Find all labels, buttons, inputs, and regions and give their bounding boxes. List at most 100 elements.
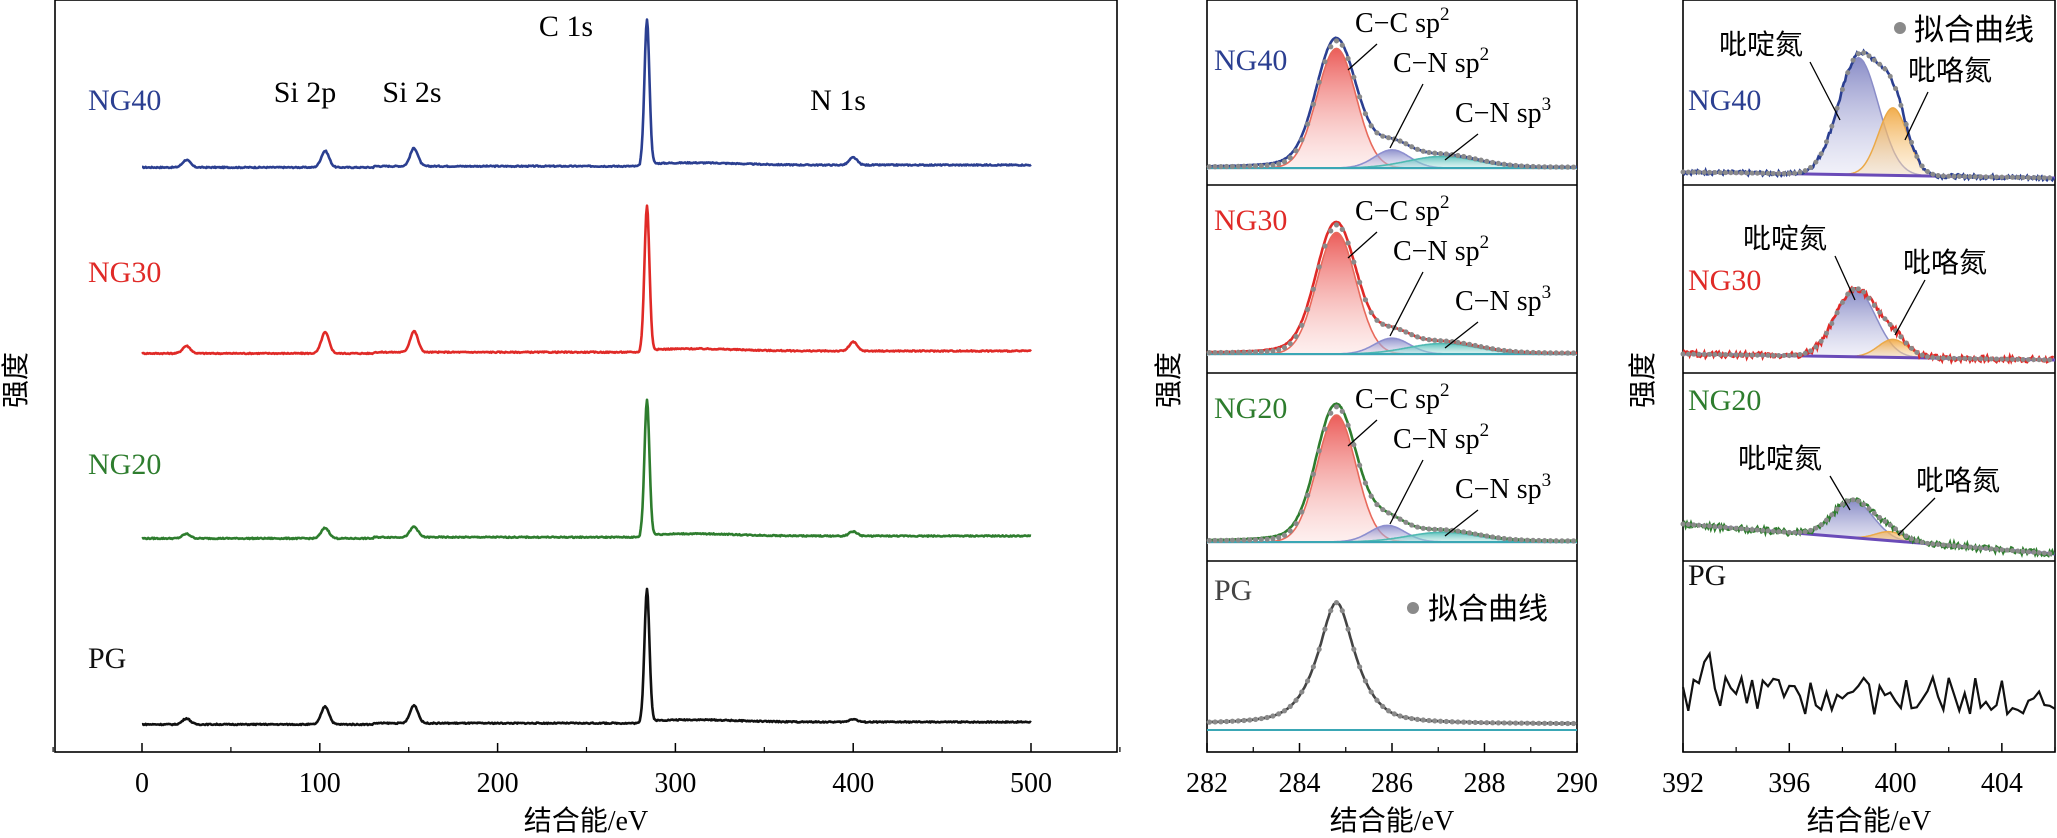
n1s-fit-point: [1962, 174, 1968, 180]
c1s-fit-point: [1339, 226, 1345, 232]
n1s-fit-point: [1983, 545, 1989, 551]
n1s-fit-point: [1786, 352, 1792, 358]
n1s-fit-point: [1866, 506, 1872, 512]
c1s-fit-point: [1293, 333, 1299, 340]
c1s-fit-point: [1328, 44, 1334, 50]
n1s-fit-point: [1701, 351, 1707, 357]
n1s-fit-point: [1834, 506, 1840, 512]
n1s-fit-point: [1728, 170, 1734, 176]
n1s-fit-point: [1680, 521, 1686, 527]
c1s-fit-point: [1455, 339, 1461, 346]
n1s-fit-point: [1887, 522, 1893, 528]
c1s-fit-point: [1304, 678, 1311, 684]
c1s-fit-point: [1484, 720, 1490, 726]
c1s-fit-point: [1264, 348, 1270, 355]
c1s-fit-point: [1357, 94, 1363, 100]
c1s-fit-point: [1466, 530, 1473, 536]
c1s-fit-point: [1247, 349, 1253, 355]
n1s-component-label: 吡咯氮: [1903, 247, 1987, 279]
c1s-fit-point: [1426, 149, 1432, 156]
n1s-fit-point: [1691, 351, 1697, 357]
n1s-fit-point: [1744, 352, 1750, 358]
n1s-fit-point: [1744, 170, 1750, 176]
n1s-fit-point: [2004, 356, 2010, 362]
n1s-tick-label: 392: [1662, 768, 1704, 799]
n1s-fit-point: [1956, 173, 1962, 179]
c1s-fit-point: [1472, 719, 1478, 726]
c1s-fit-point: [1270, 348, 1276, 354]
c1s-component-fill: [1207, 149, 1577, 170]
c1s-fit-point: [1339, 42, 1345, 48]
n1s-fit-point: [1760, 352, 1766, 358]
n1s-fit-point: [1871, 57, 1877, 63]
n1s-fit-point: [1946, 542, 1952, 548]
c1s-fit-point: [1489, 159, 1496, 166]
c1s-fit-point: [1501, 535, 1507, 542]
c1s-leader-line: [1389, 83, 1424, 149]
c1s-fit-point: [1507, 536, 1513, 542]
c1s-fit-point: [1351, 646, 1357, 652]
c1s-fit-point: [1362, 678, 1369, 684]
n1s-fit-point: [1887, 73, 1893, 79]
n1s-fit-point: [1723, 524, 1729, 530]
c1s-leader-line: [1389, 459, 1424, 525]
c1s-fit-point: [1420, 525, 1426, 531]
c1s-fit-point: [1455, 528, 1461, 534]
c1s-fit-point: [1299, 689, 1305, 695]
survey-series-labels: NG40 NG30 NG20 PG: [88, 84, 161, 675]
c1s-fit-point: [1536, 350, 1542, 356]
c1s-label-ng30: NG30: [1214, 204, 1287, 237]
n1s-fit-point: [2025, 549, 2031, 555]
c1s-fit-point: [1322, 59, 1328, 65]
c1s-fit-point: [1241, 717, 1247, 724]
c1s-fit-point: [1380, 321, 1386, 327]
n1s-separators: [1683, 184, 2055, 562]
c1s-component-label: C−C sp2: [1355, 192, 1450, 227]
n1s-fit-point: [1781, 529, 1787, 535]
c1s-fit-point: [1229, 349, 1236, 355]
n1s-fit-point: [2047, 175, 2053, 181]
c1s-separators: [1207, 184, 1577, 562]
n1s-fit-point: [1680, 169, 1686, 175]
c1s-fit-point: [1559, 720, 1565, 727]
n1s-fit-point: [1813, 525, 1819, 531]
n1s-fit-point: [2036, 357, 2042, 363]
c1s-fit-point: [1276, 161, 1282, 167]
c1s-curves: [1206, 36, 1578, 731]
n1s-fit-point: [1866, 295, 1872, 301]
c1s-fit-point: [1443, 338, 1449, 344]
c1s-fit-point: [1357, 664, 1363, 670]
c1s-fit-point: [1235, 349, 1241, 355]
c1s-fit-point: [1304, 492, 1311, 498]
c1s-fit-point: [1368, 123, 1374, 129]
n1s-fit-point: [1845, 70, 1851, 76]
c1s-fit-point: [1414, 146, 1421, 152]
c1s-fit-point: [1397, 713, 1403, 719]
n1s-fit-point: [1744, 526, 1750, 532]
n1s-fit-point: [1712, 170, 1718, 176]
c1s-component-label: C−N sp2: [1393, 232, 1489, 267]
c1s-fit-point: [1362, 297, 1369, 303]
n1s-fit-point: [1781, 353, 1787, 359]
n1s-tick-label: 400: [1875, 768, 1917, 799]
n1s-xlabel: 结合能/eV: [1807, 805, 1931, 837]
n1s-fit-point: [1967, 356, 1973, 362]
n1s-fit-point: [1813, 159, 1819, 165]
c1s-fit-point: [1495, 535, 1501, 541]
c1s-fit-point: [1478, 719, 1484, 726]
n1s-fit-point: [1829, 321, 1835, 327]
c1s-fit-point: [1409, 144, 1415, 150]
n1s-component-label: 吡咯氮: [1908, 55, 1992, 87]
c1s-fit-point: [1229, 163, 1236, 170]
n1s-panel: 392 396 400 404 NG40吡啶氮吡咯氮NG30吡啶氮吡咯氮NG20吡啶氮…: [1627, 0, 2056, 837]
c1s-fit-point: [1218, 537, 1224, 543]
c1s-fit-point: [1426, 717, 1432, 724]
c1s-fit-point: [1553, 720, 1559, 727]
c1s-fit-point: [1345, 422, 1351, 428]
c1s-fit-point: [1299, 137, 1305, 143]
n1s-fit-point: [1839, 86, 1845, 92]
n1s-fit-point: [2015, 174, 2021, 180]
n1s-fit-point: [1839, 501, 1845, 507]
c1s-fit-point: [1455, 719, 1461, 725]
